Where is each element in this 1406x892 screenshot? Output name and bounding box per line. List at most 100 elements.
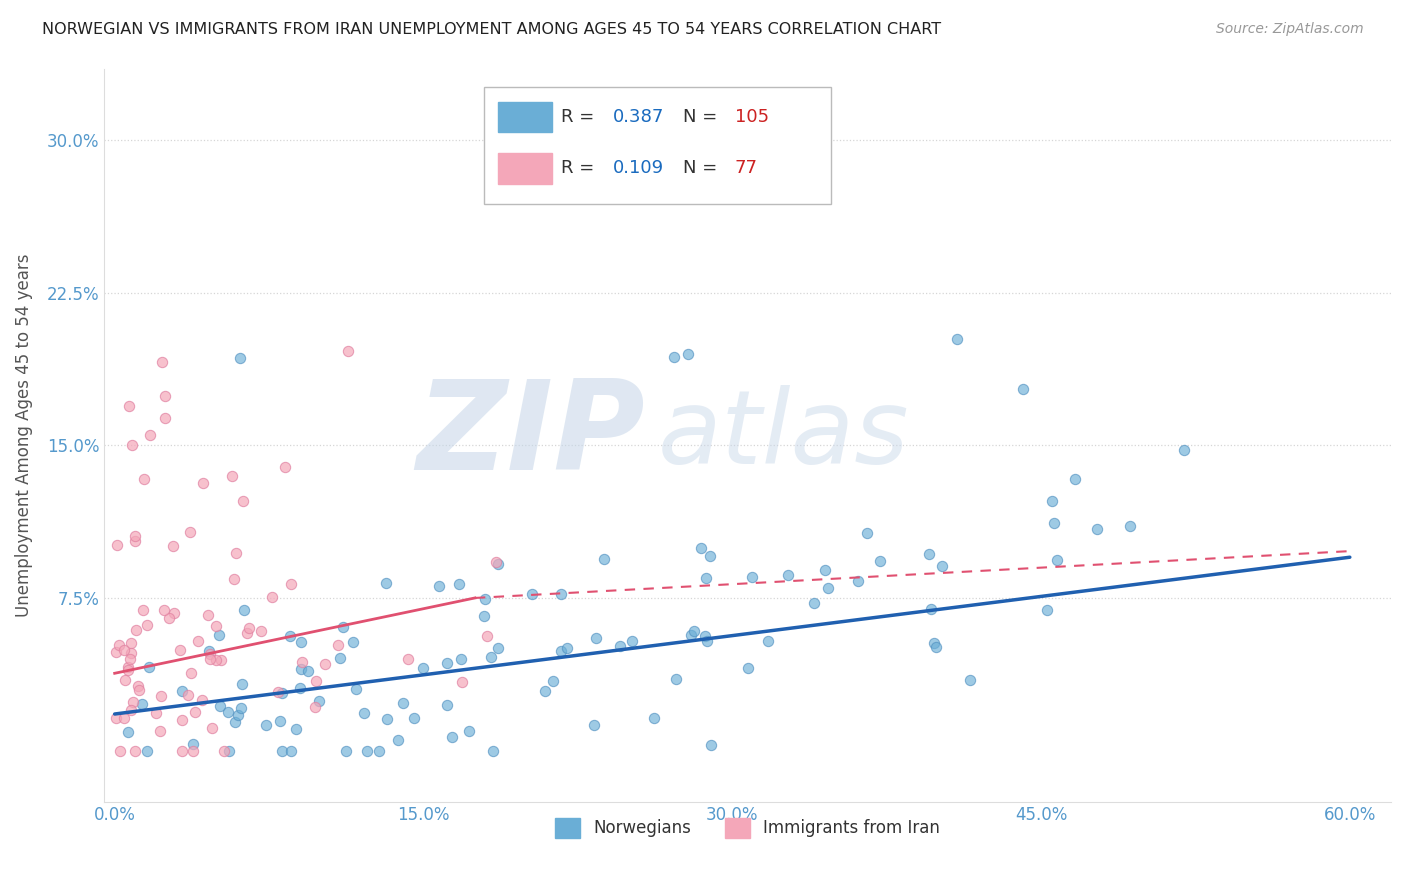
Point [198, 647, 221, 661]
Point [813, 563, 835, 577]
Point [643, 710, 665, 724]
Point [231, 677, 253, 691]
Point [204, 619, 226, 633]
Point [585, 631, 607, 645]
Point [179, 525, 201, 540]
Point [181, 737, 204, 751]
Point [741, 570, 763, 584]
Text: N =: N = [683, 108, 717, 126]
Point [391, 697, 413, 711]
Point [153, 410, 176, 425]
Point [221, 469, 243, 483]
Point [335, 744, 357, 758]
Point [1173, 442, 1195, 457]
Point [436, 698, 458, 713]
Point [918, 547, 941, 561]
Point [191, 476, 214, 491]
Point [679, 628, 702, 642]
Point [699, 738, 721, 752]
Point [375, 712, 398, 726]
Point [118, 399, 141, 413]
Point [534, 683, 557, 698]
Point [197, 607, 219, 622]
Point [138, 428, 160, 442]
Point [120, 646, 142, 660]
Point [211, 653, 233, 667]
Point [737, 661, 759, 675]
Point [124, 744, 146, 758]
Point [278, 629, 301, 643]
Point [120, 636, 142, 650]
Point [1012, 382, 1035, 396]
Point [104, 711, 127, 725]
Point [114, 673, 136, 687]
Point [690, 541, 713, 556]
Point [756, 633, 779, 648]
FancyBboxPatch shape [484, 87, 831, 204]
Point [693, 629, 716, 643]
Point [314, 657, 336, 671]
Point [117, 663, 139, 677]
Point [1036, 603, 1059, 617]
Point [1043, 516, 1066, 530]
Point [222, 572, 245, 586]
Point [180, 665, 202, 680]
Point [662, 350, 685, 364]
Point [924, 640, 946, 655]
Point [131, 698, 153, 712]
Point [187, 633, 209, 648]
Point [262, 590, 284, 604]
Point [128, 683, 150, 698]
Point [441, 730, 464, 744]
Text: R =: R = [561, 159, 595, 178]
Point [127, 679, 149, 693]
Point [190, 693, 212, 707]
Point [136, 618, 159, 632]
Point [153, 602, 176, 616]
Point [550, 644, 572, 658]
Point [229, 351, 252, 366]
Point [232, 494, 254, 508]
Point [945, 332, 967, 346]
Point [229, 700, 252, 714]
Point [620, 634, 643, 648]
Point [609, 639, 631, 653]
Point [112, 643, 135, 657]
Text: 77: 77 [735, 159, 758, 178]
Point [150, 355, 173, 369]
Point [184, 706, 207, 720]
Point [436, 656, 458, 670]
Point [169, 642, 191, 657]
Text: 105: 105 [735, 108, 769, 126]
Point [931, 559, 953, 574]
Point [122, 695, 145, 709]
Text: 0.109: 0.109 [613, 159, 664, 178]
Point [412, 661, 434, 675]
FancyBboxPatch shape [498, 153, 553, 184]
Point [217, 705, 239, 719]
Point [153, 389, 176, 403]
Point [922, 636, 945, 650]
Point [592, 552, 614, 566]
Point [162, 607, 184, 621]
Point [290, 635, 312, 649]
Point [447, 576, 470, 591]
Point [136, 744, 159, 758]
Point [336, 343, 359, 358]
Point [329, 651, 352, 665]
Text: Source: ZipAtlas.com: Source: ZipAtlas.com [1216, 22, 1364, 37]
Point [238, 621, 260, 635]
Point [132, 603, 155, 617]
Point [118, 652, 141, 666]
Point [555, 641, 578, 656]
Point [280, 577, 302, 591]
Point [817, 582, 839, 596]
Point [475, 629, 498, 643]
Point [1085, 522, 1108, 536]
Point [117, 725, 139, 739]
Point [308, 694, 330, 708]
Point [404, 711, 426, 725]
Point [305, 674, 328, 689]
Point [162, 539, 184, 553]
Point [124, 533, 146, 548]
